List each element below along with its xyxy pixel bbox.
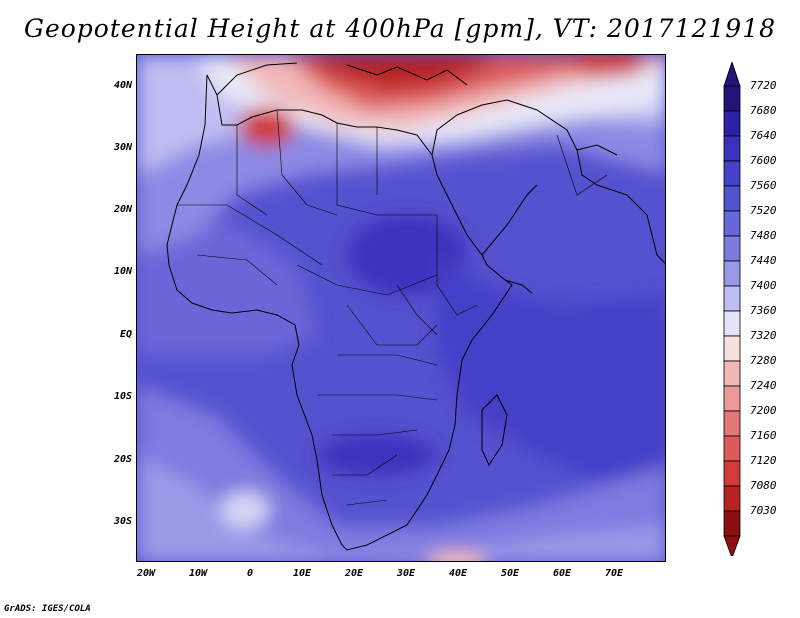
lon-label: 40E (448, 568, 468, 579)
lon-label: 30E (396, 568, 416, 579)
lon-label: 60E (552, 568, 572, 579)
colorbar-cell (723, 260, 741, 287)
map-title: Geopotential Height at 400hPa [gpm], VT:… (23, 14, 777, 43)
lon-label: 10E (292, 568, 312, 579)
lat-label: 10S (113, 391, 132, 402)
colorbar-cell (723, 360, 741, 387)
lat-label: 30S (113, 516, 132, 527)
colorbar-cell (723, 210, 741, 237)
colorbar-label: 7080 (750, 479, 777, 492)
colorbar-top-arrow (723, 62, 741, 87)
colorbar-label: 7360 (750, 304, 777, 317)
lat-label: 10N (113, 266, 132, 277)
colorbar-label: 7030 (750, 504, 777, 517)
colorbar-cell (723, 510, 741, 537)
lat-label: 20N (113, 204, 132, 215)
map-panel (136, 54, 666, 562)
colorbar-cell (723, 335, 741, 362)
lon-label: 20W (136, 568, 156, 579)
colorbar-cell (723, 160, 741, 187)
colorbar-label: 7520 (750, 204, 777, 217)
lat-label: EQ (119, 329, 132, 340)
colorbar-label: 7240 (750, 379, 777, 392)
colorbar-bottom-arrow (723, 535, 741, 556)
colorbar-label: 7400 (750, 279, 777, 292)
colorbar-label: 7560 (750, 179, 777, 192)
colorbar-label: 7200 (750, 404, 777, 417)
colorbar-label: 7600 (750, 154, 777, 167)
colorbar-cell (723, 85, 741, 112)
colorbar-cell (723, 460, 741, 487)
height-field-map (137, 55, 665, 561)
colorbar-label: 7120 (750, 454, 777, 467)
colorbar-cell (723, 285, 741, 312)
colorbar-label: 7720 (750, 79, 777, 92)
colorbar-cell (723, 385, 741, 412)
field-shading (137, 55, 665, 561)
country-borders (177, 109, 608, 506)
colorbar-label: 7440 (750, 254, 777, 267)
colorbar-cell (723, 435, 741, 462)
lon-label: 10W (188, 568, 208, 579)
colorbar-cell (723, 135, 741, 162)
colorbar-label: 7640 (750, 129, 777, 142)
lat-label: 30N (113, 142, 132, 153)
colorbar-cell (723, 410, 741, 437)
lon-label: 20E (344, 568, 364, 579)
colorbar-cell (723, 235, 741, 262)
colorbar-label: 7480 (750, 229, 777, 242)
colorbar-cell (723, 310, 741, 337)
colorbar-label: 7680 (750, 104, 777, 117)
colorbar-label: 7160 (750, 429, 777, 442)
lon-label: 0 (246, 568, 254, 579)
colorbar-cell (723, 110, 741, 137)
lon-label: 70E (604, 568, 624, 579)
credit-text: GrADS: IGES/COLA (4, 604, 91, 614)
lon-label: 50E (500, 568, 520, 579)
colorbar (723, 62, 741, 556)
colorbar-label: 7320 (750, 329, 777, 342)
colorbar-label: 7280 (750, 354, 777, 367)
lat-label: 40N (113, 80, 132, 91)
coastlines (166, 62, 665, 551)
colorbar-cell (723, 185, 741, 212)
lat-label: 20S (113, 454, 132, 465)
colorbar-cell (723, 485, 741, 512)
